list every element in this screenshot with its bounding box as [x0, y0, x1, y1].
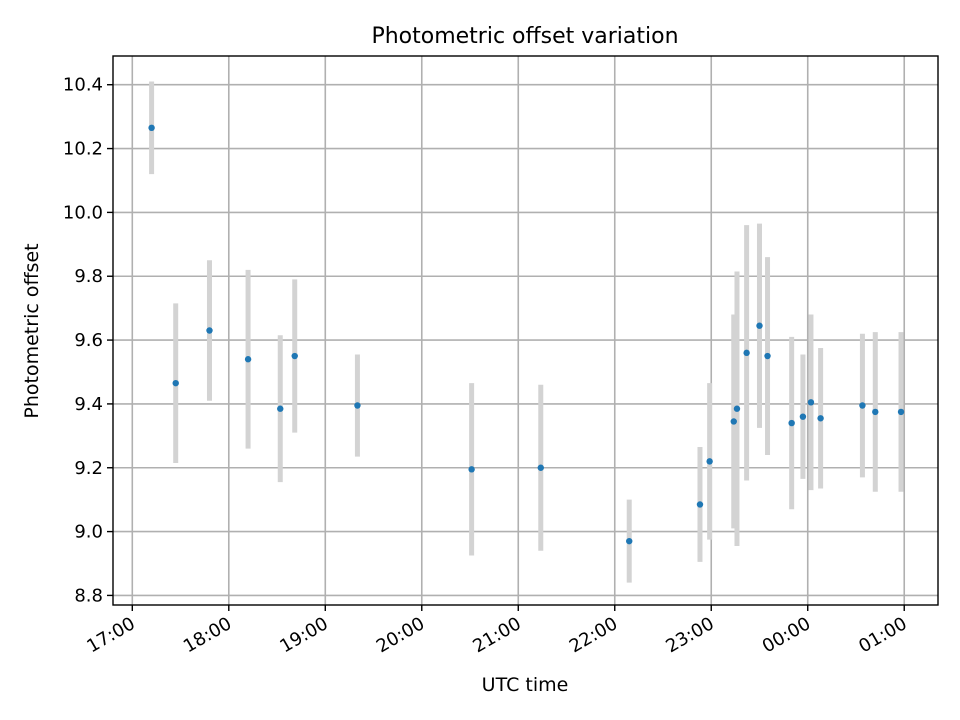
grid-layer — [113, 56, 938, 605]
x-tick-label: 17:00 — [83, 613, 138, 657]
y-tick-label: 9.2 — [74, 458, 103, 479]
data-point — [872, 408, 879, 416]
x-tick-label: 18:00 — [180, 613, 235, 657]
data-point — [244, 356, 252, 363]
x-tick-label: 19:00 — [276, 613, 331, 657]
chart-title: Photometric offset variation — [371, 24, 678, 49]
data-point — [817, 415, 824, 422]
data-point — [733, 405, 741, 412]
data-point — [807, 399, 815, 406]
errorbar-layer — [149, 81, 904, 583]
data-point — [172, 379, 179, 387]
y-tick-label: 10.0 — [63, 202, 103, 223]
x-axis-label: UTC time — [482, 674, 569, 696]
data-point — [291, 352, 298, 360]
x-tick-labels: 17:00 18:00 19:00 20:00 21:00 22:00 23:00 00:00… — [83, 613, 910, 657]
data-point — [788, 419, 795, 427]
data-point — [277, 405, 284, 412]
data-point — [626, 537, 633, 545]
x-tick-label: 20:00 — [373, 613, 428, 657]
data-point — [764, 352, 771, 360]
y-tick-label: 10.2 — [63, 139, 103, 160]
tick-layer — [107, 84, 905, 611]
x-tick-label: 00:00 — [759, 613, 814, 657]
y-tick-label: 9.0 — [74, 522, 103, 543]
plot-frame — [112, 55, 939, 606]
y-tick-label: 9.8 — [74, 266, 103, 287]
data-point — [706, 458, 713, 465]
y-tick-labels: 8.8 9.0 9.2 9.4 9.6 9.8 10.0 10.2 10.4 — [63, 75, 103, 607]
point-layer — [148, 124, 905, 545]
data-point — [730, 418, 737, 425]
x-tick-label: 21:00 — [469, 613, 524, 657]
y-tick-label: 9.4 — [74, 394, 103, 415]
data-point — [743, 349, 750, 357]
data-point — [468, 466, 475, 473]
data-point — [206, 327, 213, 334]
y-tick-label: 10.4 — [63, 75, 103, 96]
data-point — [148, 124, 155, 132]
data-point — [799, 413, 807, 420]
data-point — [537, 464, 544, 471]
data-point — [354, 402, 361, 409]
data-point — [897, 408, 905, 416]
y-axis-label: Photometric offset — [21, 243, 43, 418]
data-point — [756, 322, 763, 329]
x-tick-label: 23:00 — [662, 613, 717, 657]
data-point — [859, 402, 866, 409]
data-point — [696, 501, 704, 508]
y-tick-label: 8.8 — [74, 585, 103, 606]
y-tick-label: 9.6 — [74, 330, 103, 351]
x-tick-label: 22:00 — [566, 613, 621, 657]
x-tick-label: 01:00 — [855, 613, 910, 657]
